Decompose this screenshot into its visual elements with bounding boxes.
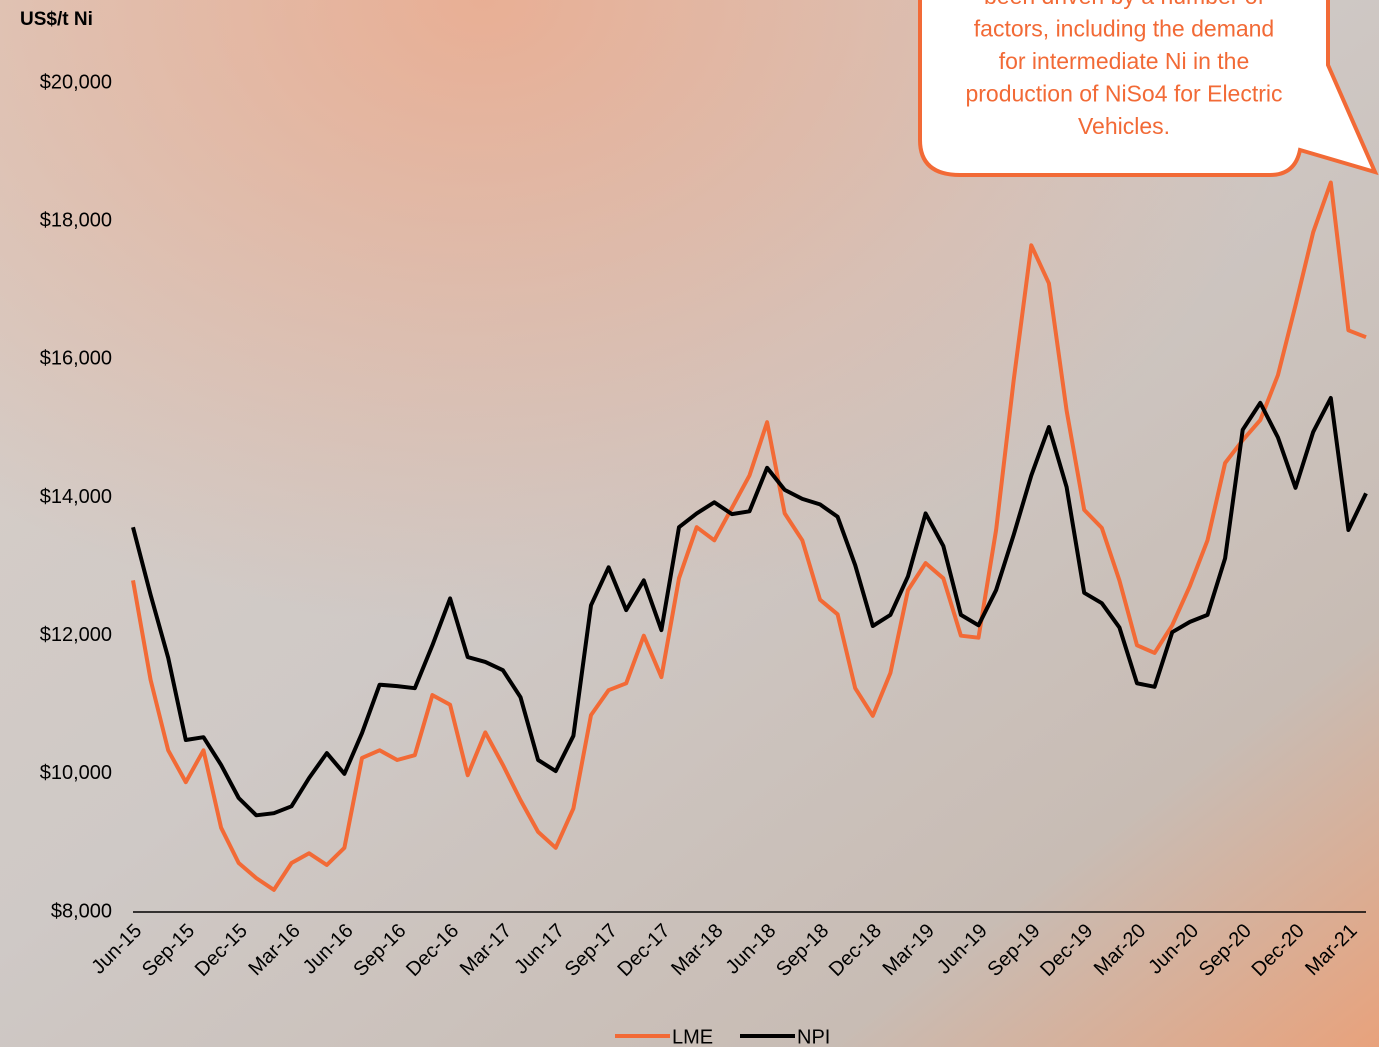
callout-text: Vehicles. [1078, 113, 1170, 139]
callout-text: for intermediate Ni in the [999, 48, 1250, 74]
callout-text: production of NiSo4 for Electric [965, 81, 1282, 107]
y-tick-label: $8,000 [51, 900, 112, 922]
callout-box [918, 0, 1379, 177]
y-tick-label: $20,000 [40, 71, 112, 93]
y-axis-label: US$/t Ni [20, 9, 93, 30]
y-tick-label: $18,000 [40, 209, 112, 231]
callout-text: factors, including the demand [974, 16, 1274, 42]
legend-label: LME [672, 1026, 713, 1047]
line-npi [131, 396, 1368, 818]
y-tick-label: $12,000 [40, 624, 112, 646]
line-lme [131, 180, 1367, 892]
y-tick-label: $14,000 [40, 486, 112, 508]
callout-text: been driven by a number of [984, 0, 1265, 9]
y-tick-label: $10,000 [40, 762, 112, 784]
legend-label: NPI [797, 1026, 830, 1047]
y-tick-label: $16,000 [40, 348, 112, 370]
